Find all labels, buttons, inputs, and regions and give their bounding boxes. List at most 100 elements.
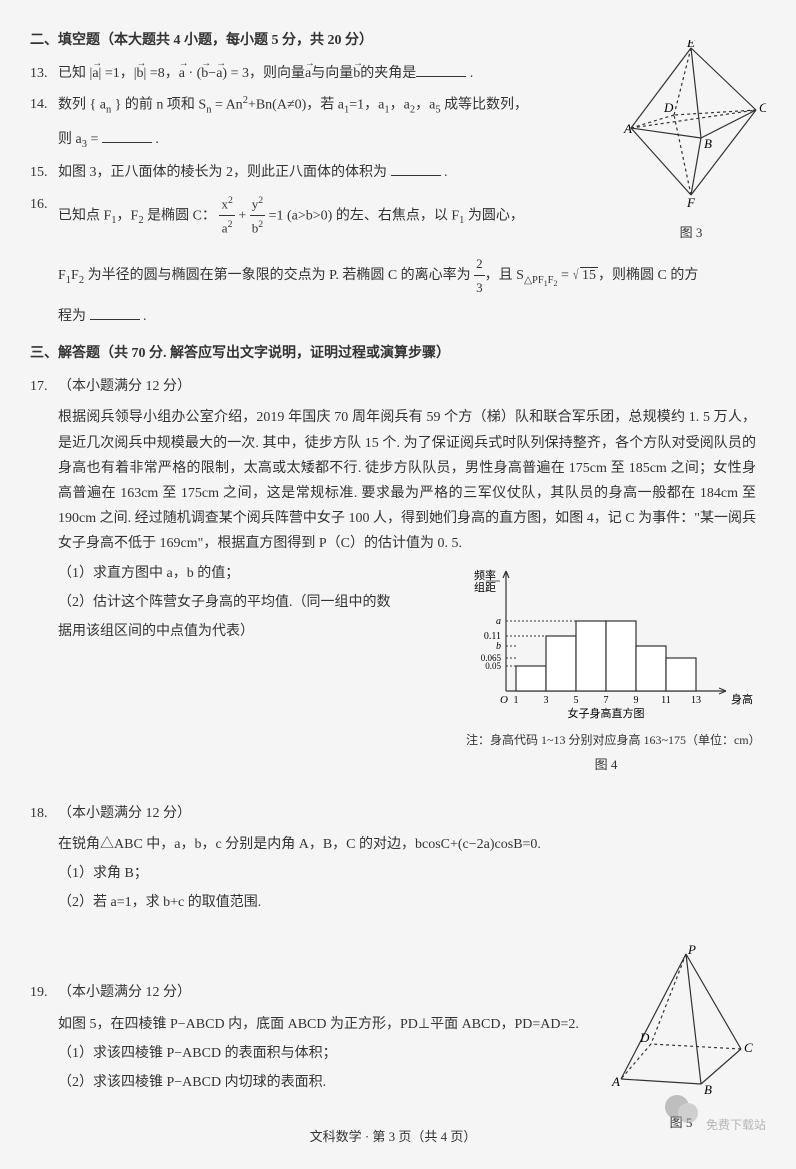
q16-d: =1 (a>b>0) 的左、右焦点，以 F (269, 208, 460, 223)
q14-blank (102, 129, 152, 143)
svg-text:D: D (663, 100, 674, 115)
q13-t1: | =1，| (99, 66, 137, 81)
problem-13-number: 13. (30, 61, 58, 86)
q14-c: = An (211, 98, 242, 113)
svg-text:F: F (686, 195, 696, 210)
q14-e: =1，a (349, 98, 384, 113)
svg-text:频率: 频率 (474, 568, 496, 582)
svg-text:O: O (500, 694, 508, 706)
svg-text:组距: 组距 (474, 580, 496, 594)
figure-4-histogram: 频率 组距 a 0.11 b 0.065 0.05 O 1 3 5 7 9 11… (456, 561, 756, 777)
figure-4-note: 注：身高代码 1~13 分别对应身高 163~175（单位：cm） (456, 730, 756, 752)
vec-b3: b (353, 61, 360, 86)
q14-d: +Bn(A≠0)，若 a (248, 98, 344, 113)
q16-c: 是椭圆 C： (144, 208, 216, 223)
problem-19-number: 19. (30, 980, 58, 1005)
q16-blank (90, 306, 140, 320)
q13-t5: ) = 3，则向量 (222, 66, 305, 81)
watermark-text: 免费下载站 (706, 1118, 766, 1132)
problem-18-sub2: （2）若 a=1，求 b+c 的取值范围. (30, 890, 756, 915)
q14-h: 成等比数列， (441, 98, 529, 113)
svg-text:9: 9 (634, 695, 639, 706)
problem-16-number: 16. (30, 192, 58, 240)
octahedron-svg: E A B C D F (616, 40, 766, 210)
svg-text:0.05: 0.05 (485, 661, 501, 671)
q16-a: 已知点 F (58, 208, 111, 223)
q16-frac1: x2a2 (219, 192, 234, 240)
q14-a: 数列 { a (58, 98, 106, 113)
svg-text:身高: 身高 (731, 692, 753, 706)
problem-18-heading: （本小题满分 12 分） (58, 801, 756, 826)
q16-2b: F (71, 268, 79, 283)
problem-18-sub1: （1）求角 B； (30, 861, 756, 886)
q15-blank (391, 162, 441, 176)
q16-e: 为圆心， (464, 208, 524, 223)
figure-4-caption: 图 4 (456, 753, 756, 776)
pyramid-svg: P A B C D (606, 944, 756, 1099)
q16-frac3: 23 (474, 252, 485, 300)
q14-g: ，a (415, 98, 435, 113)
watermark-logo: 免费下载站 (662, 1089, 766, 1138)
q16-2c: 为半径的圆与椭圆在第一象限的交点为 P. 若椭圆 C 的离心率为 (84, 268, 471, 283)
section-3-title: 三、解答题（共 70 分. 解答应写出文字说明，证明过程或演算步骤） (30, 341, 756, 366)
svg-text:7: 7 (604, 695, 609, 706)
q16-2e: = (557, 268, 572, 283)
wechat-icon (662, 1089, 702, 1129)
svg-text:13: 13 (691, 695, 701, 706)
q14-f: ，a (390, 98, 410, 113)
svg-text:A: A (623, 121, 632, 136)
svg-text:a: a (496, 616, 501, 627)
q14-b: } 的前 n 项和 S (111, 98, 206, 113)
svg-text:B: B (704, 136, 712, 151)
problem-18: 18. （本小题满分 12 分） (30, 801, 756, 826)
q13-t0: 已知 | (58, 66, 92, 81)
problem-17-p1: 根据阅兵领导小组办公室介绍，2019 年国庆 70 周年阅兵有 59 个方（梯）… (30, 405, 756, 556)
svg-text:女子身高直方图: 女子身高直方图 (568, 706, 645, 720)
problem-18-number: 18. (30, 801, 58, 826)
q13-t7: 的夹角是 (360, 66, 416, 81)
svg-text:5: 5 (574, 695, 579, 706)
svg-text:b: b (496, 641, 501, 652)
svg-text:E: E (686, 40, 695, 50)
problem-14-number: 14. (30, 92, 58, 120)
vec-a2: a (179, 61, 185, 86)
q16-plus: + (238, 208, 246, 223)
q13-blank (416, 63, 466, 77)
q16-2d: ，且 S (485, 268, 524, 283)
svg-text:3: 3 (544, 695, 549, 706)
vec-b2: b (201, 61, 208, 86)
svg-text:A: A (611, 1074, 620, 1089)
svg-text:C: C (759, 100, 766, 115)
figure-3-octahedron: E A B C D F 图 3 (616, 40, 766, 245)
q13-t6: 与向量 (311, 66, 353, 81)
vec-a4: a (305, 61, 311, 86)
problem-17-heading: （本小题满分 12 分） (58, 374, 756, 399)
q16-2f: ，则椭圆 C 的方 (598, 268, 698, 283)
histogram-svg: 频率 组距 a 0.11 b 0.065 0.05 O 1 3 5 7 9 11… (456, 561, 756, 721)
q16-3: 程为 (58, 309, 86, 324)
problem-15-number: 15. (30, 160, 58, 185)
problem-17-number: 17. (30, 374, 58, 399)
q15-t: 如图 3，正八面体的棱长为 2，则此正八面体的体积为 (58, 165, 387, 180)
problem-16-line3: 程为 . (30, 304, 756, 329)
vec-a3: a (216, 61, 222, 86)
svg-text:D: D (639, 1030, 650, 1045)
problem-16-line2: F1F2 为半径的圆与椭圆在第一象限的交点为 P. 若椭圆 C 的离心率为 23… (30, 252, 756, 300)
svg-text:11: 11 (661, 695, 671, 706)
q14-2a: 则 a (58, 132, 82, 147)
vec-a: a (92, 61, 98, 86)
q16-f3n: 2 (474, 252, 485, 276)
svg-text:1: 1 (514, 695, 519, 706)
q16-f3d: 3 (474, 276, 485, 299)
problem-18-p1: 在锐角△ABC 中，a，b，c 分别是内角 A，B，C 的对边，bcosC+(c… (30, 832, 756, 857)
q16-frac2: y2b2 (250, 192, 265, 240)
svg-text:C: C (744, 1040, 753, 1055)
q16-sqrt: 15 (580, 267, 598, 283)
q16-2a: F (58, 268, 66, 283)
vec-b: b (137, 61, 144, 86)
figure-3-caption: 图 3 (616, 221, 766, 244)
problem-17: 17. （本小题满分 12 分） (30, 374, 756, 399)
svg-text:P: P (687, 944, 696, 957)
q16-b: ，F (117, 208, 139, 223)
q13-t2: | =8， (144, 66, 179, 81)
